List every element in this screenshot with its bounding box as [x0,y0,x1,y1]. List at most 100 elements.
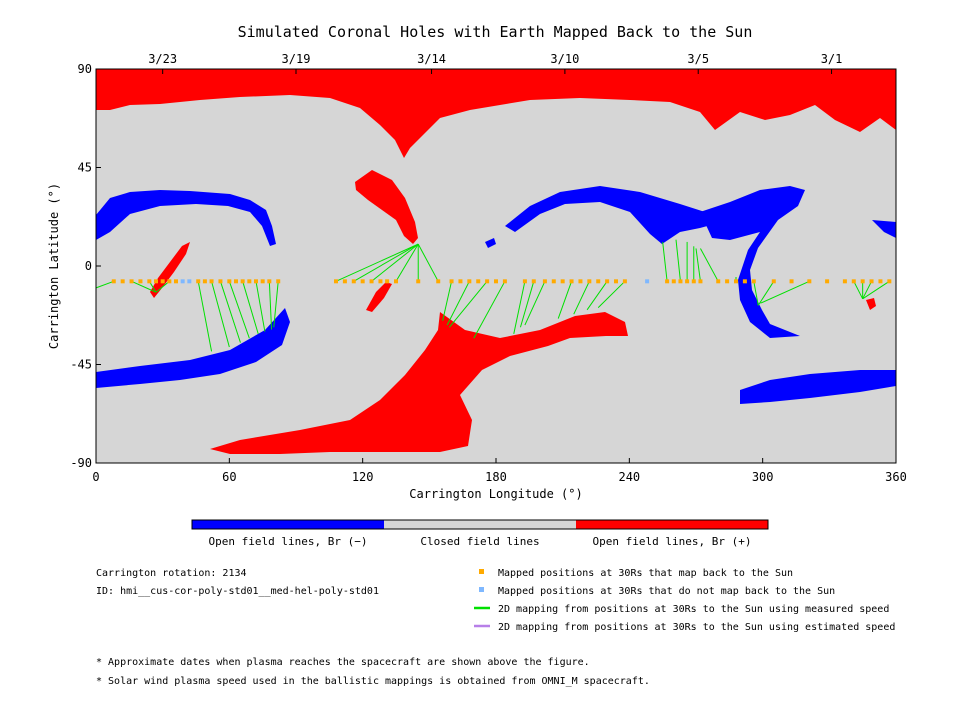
mapped-point [578,279,583,284]
mapped-point [485,279,490,284]
colorbar-label-negative: Open field lines, Br (−) [209,535,368,548]
x-tick-label: 60 [222,470,236,484]
mapped-point [522,279,527,284]
mapping-line [268,281,273,330]
mapping-line [273,281,279,328]
mapped-point [467,279,472,284]
mapping-line [335,243,419,282]
mapped-point [218,279,223,284]
mapping-line [395,243,419,282]
mapping-line [131,280,157,293]
mapping-line [442,281,453,321]
mid-positive-hole [355,170,418,244]
top-date-label: 3/19 [282,52,311,66]
mapped-point [458,279,463,284]
small-negative-spot [485,238,496,248]
footnote-speed: * Solar wind plasma speed used in the ba… [96,676,650,687]
north-central-negative-hole [505,186,745,244]
mapping-line [524,281,546,326]
colorbar-positive [576,520,768,529]
mapping-line [862,280,890,300]
mapped-point [449,279,454,284]
mapped-point [234,279,238,284]
mapped-point [734,279,738,284]
mapping-line [371,243,419,282]
mapped-point [120,279,125,284]
mapped-point [154,279,158,284]
unmapped-point [180,279,185,284]
y-tick-label: -90 [70,456,92,470]
x-tick-label: 360 [885,470,907,484]
mapped-point [671,279,676,284]
x-axis-label: Carrington Longitude (°) [409,487,582,501]
northwest-negative-hole [96,190,276,246]
mapped-point [869,279,874,284]
mapped-point [351,279,356,284]
closed-field-background [96,69,896,463]
top-date-label: 3/5 [687,52,709,66]
mapping-line [757,281,775,306]
mapped-point [742,279,747,284]
mapped-point [196,279,201,284]
legend-label-measured: 2D mapping from positions at 30Rs to the… [498,604,889,615]
mapping-line [448,281,488,328]
mapped-point [551,279,556,284]
mapped-point [587,279,592,284]
mapped-point [111,279,116,284]
northeast-negative-sliver [872,220,896,238]
x-tick-label: 240 [618,470,640,484]
mapped-point [416,279,421,284]
y-tick-label: 45 [78,161,92,175]
mapped-point [751,279,756,284]
mapped-point [596,279,601,284]
mapped-point [851,279,856,284]
model-id: ID: hmi__cus-cor-poly-std01__med-hel-pol… [96,586,379,597]
mapping-layer [95,239,892,352]
colorbar-label-positive: Open field lines, Br (+) [593,535,752,548]
mapped-point [878,279,883,284]
mapping-line [586,281,608,311]
left-positive-streak [150,242,190,298]
top-date-label: 3/1 [821,52,843,66]
x-tick-label: 120 [352,470,374,484]
legend-marker-unmapped [479,587,484,592]
mapped-point [560,279,565,284]
mapped-point [531,279,536,284]
legend-marker-mapped [479,569,484,574]
mapped-point [129,279,134,284]
plot-area [96,69,896,463]
mapped-point [678,279,683,284]
mapped-point [789,279,794,284]
mapped-point [542,279,547,284]
southern-positive-hole [210,312,628,454]
top-date-label: 3/10 [550,52,579,66]
mapped-point [174,279,178,284]
mapping-line [417,243,439,282]
mapped-point [622,279,627,284]
mapped-point [685,279,690,284]
mapped-point [605,279,610,284]
y-axis-label: Carrington Latitude (°) [47,183,61,349]
mapped-point [138,279,143,284]
legend-label-estimated: 2D mapping from positions at 30Rs to the… [498,622,895,633]
mapping-line [700,248,719,282]
mapping-line [853,281,864,300]
mapping-line [753,281,759,306]
mapped-point [614,279,618,284]
mapped-point [378,279,383,284]
mapped-point [476,279,481,284]
unmapped-point [645,279,650,284]
mapped-point [825,279,830,284]
mapped-point [698,279,703,284]
mapping-line [513,281,526,334]
mapped-point [254,279,258,284]
mapping-line [760,280,810,304]
mapping-line [573,281,590,315]
mapping-line [519,281,535,328]
legend: Mapped positions at 30Rs that map back t… [474,568,895,633]
unmapped-point [187,279,192,284]
mapped-point [334,279,338,284]
mapping-line [473,281,506,339]
colorbar: Open field lines, Br (−) Closed field li… [191,519,769,548]
